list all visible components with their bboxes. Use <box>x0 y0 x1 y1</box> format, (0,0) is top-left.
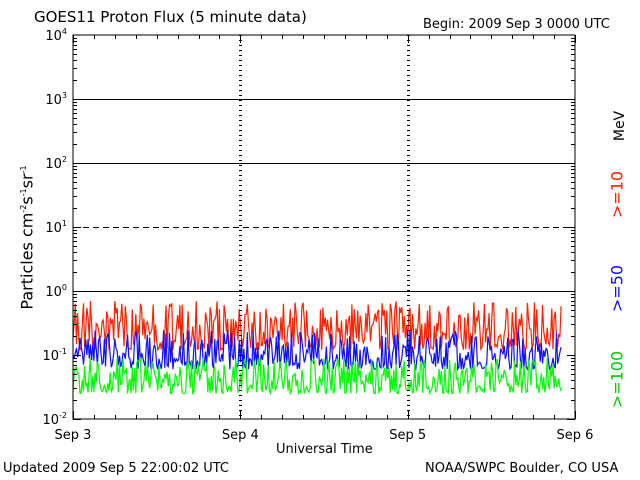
chart-title: GOES11 Proton Flux (5 minute data) <box>34 8 307 26</box>
y-tick-label: 104 <box>45 27 67 44</box>
y-tick-label: 10-2 <box>42 411 67 428</box>
series-line <box>72 329 562 372</box>
y-tick-label: 103 <box>45 91 67 108</box>
legend-unit-mev: MeV <box>612 110 628 142</box>
y-tick-label: 100 <box>45 283 67 300</box>
updated-timestamp: Updated 2009 Sep 5 22:00:02 UTC <box>3 461 230 476</box>
legend-entry-100: >=100 <box>607 350 627 409</box>
x-axis-label: Universal Time <box>276 442 373 457</box>
y-tick-labels: 10-2 10-1 100 101 102 103 104 <box>42 27 67 428</box>
y-tick-label: 101 <box>45 219 67 236</box>
legend-entry-50: >=50 <box>607 264 627 313</box>
y-tick-label: 10-1 <box>42 347 67 364</box>
x-tick-label: Sep 3 <box>55 428 92 443</box>
series-line <box>72 356 562 396</box>
plot-frame <box>72 34 576 420</box>
x-tick-labels: Sep 3 Sep 4 Sep 5 Sep 6 <box>55 428 594 443</box>
x-tick-label: Sep 5 <box>389 428 426 443</box>
x-tick-label: Sep 4 <box>222 428 259 443</box>
begin-time: Begin: 2009 Sep 3 0000 UTC <box>423 17 610 32</box>
y-tick-label: 102 <box>45 155 67 172</box>
series-layer <box>72 301 562 396</box>
data-source: NOAA/SWPC Boulder, CO USA <box>425 461 619 476</box>
y-axis-label: Particles cm-2s-1sr-1 <box>17 165 37 310</box>
series-line <box>72 301 562 352</box>
legend-entry-10: >=10 <box>607 170 627 219</box>
x-tick-label: Sep 6 <box>557 428 594 443</box>
